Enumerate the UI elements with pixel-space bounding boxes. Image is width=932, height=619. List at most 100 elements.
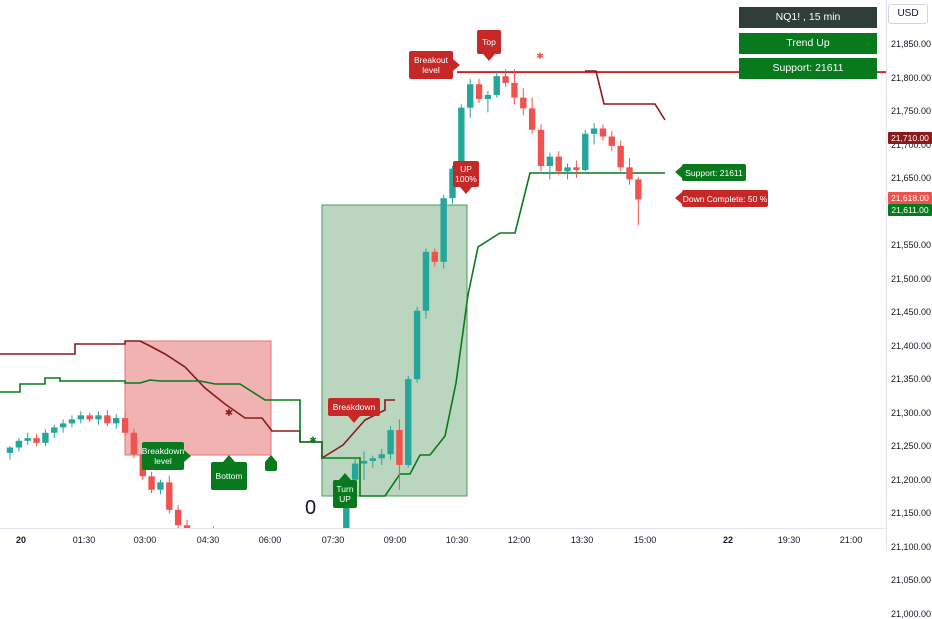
candle-body: [360, 460, 368, 464]
price-tick-label: 21,550.00: [891, 240, 932, 251]
up-100-callout: UP 100%: [453, 161, 479, 187]
price-tick-label: 21,050.00: [891, 575, 932, 586]
candle-body: [502, 76, 509, 83]
candle-body: [59, 423, 67, 428]
time-tick-label: 10:30: [445, 535, 469, 545]
candle-body: [51, 427, 58, 433]
price-tick-label: 21,300.00: [891, 407, 932, 418]
candle-body: [608, 136, 615, 146]
down-complete-pointer: [675, 192, 682, 204]
candle-body: [104, 415, 111, 424]
top-callout: Top: [477, 30, 501, 54]
time-tick-label: 04:30: [196, 535, 220, 545]
breakdown-zone: [124, 340, 272, 456]
price-tick-label: 21,850.00: [891, 39, 932, 49]
candle-body: [590, 128, 598, 134]
candle-body: [369, 458, 377, 461]
candle-body: [113, 418, 120, 424]
bottom-marker: ✱: [309, 436, 317, 446]
price-tick-label: 21,800.00: [891, 72, 932, 83]
time-tick-label: 19:30: [777, 535, 801, 545]
candle-body: [511, 82, 518, 98]
price-tick-label: 21,500.00: [891, 273, 932, 284]
upper-trail-line: [0, 340, 395, 460]
candle-body: [484, 94, 492, 99]
price-tick-label: 21,100.00: [891, 541, 932, 552]
price-axis[interactable]: 21,850.00 21,800.00 21,750.00 21,700.00 21,6…: [886, 0, 932, 619]
candle-body: [413, 310, 421, 380]
small-up-marker: [265, 455, 277, 462]
up-100-pointer: [460, 187, 472, 194]
candle-body: [121, 418, 129, 433]
time-tick-label: 15:00: [633, 535, 657, 545]
down-complete-callout: Down Complete: 50 %: [682, 190, 768, 207]
time-tick-label: 06:00: [258, 535, 282, 545]
time-tick-label: 03:00: [133, 535, 157, 545]
small-up-marker-body: [265, 462, 277, 471]
support-status-box: Support: 21611: [739, 58, 877, 79]
price-tick-label: 21,150.00: [891, 508, 932, 519]
price-tick-label: 21,000.00: [891, 608, 932, 619]
support-callout-pointer: [675, 166, 682, 178]
currency-button[interactable]: USD: [888, 4, 928, 24]
candle-body: [378, 454, 385, 459]
candle-body: [599, 128, 607, 137]
candle-body: [573, 167, 580, 171]
bottom-callout: Bottom: [211, 462, 247, 490]
time-tick-label: 07:30: [321, 535, 345, 545]
time-tick-label: 22: [722, 535, 734, 545]
candle-body: [24, 438, 31, 441]
candle-body: [77, 415, 84, 420]
breakdown-pointer: [348, 416, 360, 423]
lower-trail-line: [0, 172, 665, 497]
turn-up-pointer: [339, 473, 351, 480]
breakout-level-callout: Breakout level: [409, 51, 453, 79]
candle-body: [449, 168, 456, 199]
chart-area[interactable]: ✱ ✱ ✱ NQ1! , 15 min Trend Up Support: 2161…: [0, 0, 886, 528]
candle-body: [467, 84, 474, 108]
candle-body: [387, 430, 394, 455]
candle-body: [440, 198, 447, 262]
time-axis[interactable]: 20 01:30 03:00 04:30 06:00 07:30 09:00 10:30 12:…: [0, 528, 886, 551]
top-marker: ✱: [536, 52, 544, 62]
candle-body: [6, 447, 14, 453]
price-tick-label: 21,450.00: [891, 307, 932, 318]
candle-body: [157, 482, 164, 490]
price-tick-label: 21,350.00: [891, 374, 932, 385]
candle-body: [183, 525, 191, 528]
price-tick-label: 21,700.00: [891, 139, 932, 150]
breakdown-level-pointer: [184, 450, 191, 462]
candle-body: [528, 108, 536, 130]
candle-body: [130, 432, 138, 455]
price-tick-label: 21,250.00: [891, 441, 932, 452]
candle-body: [422, 251, 430, 311]
candle-body: [148, 476, 155, 490]
price-tick-label: 21,750.00: [891, 106, 932, 117]
price-tick-label: 21,400.00: [891, 340, 932, 351]
time-tick-label: 09:00: [383, 535, 407, 545]
candle-body: [520, 97, 527, 109]
support-callout: Support: 21611: [682, 164, 746, 181]
candle-body: [546, 156, 554, 166]
candle-body: [95, 415, 102, 420]
candle-body: [475, 84, 483, 99]
candle-body: [431, 251, 438, 262]
breakout-callout-pointer: [453, 59, 460, 71]
candle-body: [493, 76, 500, 95]
candle-body: [15, 440, 23, 448]
candle-body: [68, 419, 76, 424]
candle-body: [174, 509, 182, 526]
time-tick-label: 20: [15, 535, 27, 545]
candle-body: [458, 107, 465, 169]
top-callout-pointer: [483, 54, 495, 61]
candle-body: [626, 167, 633, 180]
candle-body: [405, 379, 412, 465]
candle-body: [33, 438, 40, 443]
symbol-title-box: NQ1! , 15 min: [739, 7, 877, 28]
price-tick-label: 21,200.00: [891, 474, 932, 485]
candle-body: [166, 482, 173, 510]
price-chart[interactable]: ✱ ✱ ✱: [0, 0, 886, 528]
candle-body: [396, 430, 403, 465]
candle-body: [537, 129, 545, 166]
candle-body: [86, 415, 93, 420]
